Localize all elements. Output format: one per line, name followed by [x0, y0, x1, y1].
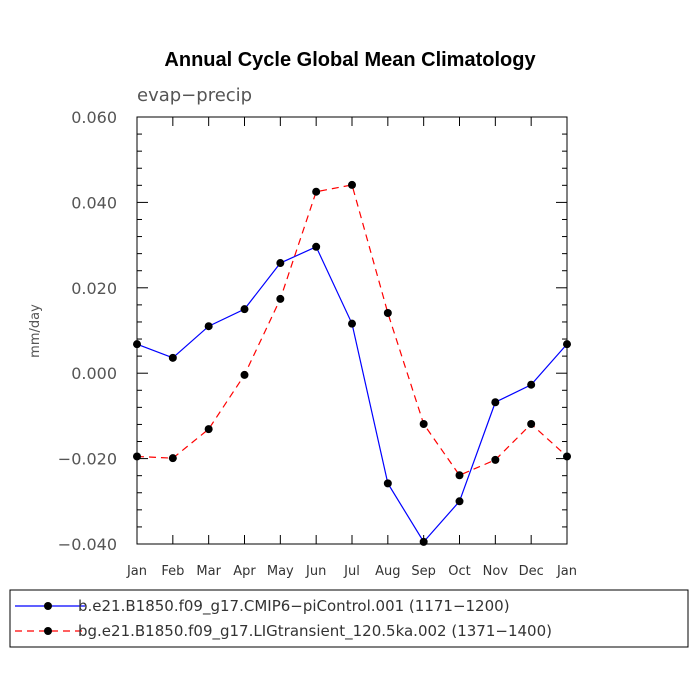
- series-2-point: [204, 425, 213, 434]
- series-1-point: [455, 497, 464, 506]
- x-tick-label: May: [267, 564, 294, 579]
- x-tick-label: Sep: [411, 564, 436, 579]
- x-tick-label: Dec: [519, 564, 544, 579]
- x-tick-label: Jun: [305, 564, 326, 579]
- legend-box: [9, 589, 689, 648]
- series-2-point: [312, 187, 321, 196]
- series-1-point: [133, 340, 141, 349]
- series-line-1: [136, 246, 568, 543]
- x-tick-label: Feb: [161, 564, 184, 579]
- x-tick-label: Apr: [233, 564, 256, 579]
- series-2-point: [276, 294, 285, 303]
- y-tick-label: 0.020: [71, 279, 117, 298]
- series-2-point: [348, 180, 356, 189]
- series-2-point: [491, 455, 500, 464]
- series-2-point: [168, 454, 177, 463]
- chart-title: Annual Cycle Global Mean Climatology: [164, 49, 536, 71]
- series-1-point: [204, 322, 213, 331]
- legend: b.e21.B1850.f09_g17.CMIP6−piControl.001 …: [15, 597, 552, 641]
- series-1-point: [491, 398, 500, 407]
- series-2-point: [455, 471, 464, 480]
- x-tick-label: Jan: [556, 564, 577, 579]
- legend-label-1: b.e21.B1850.f09_g17.CMIP6−piControl.001 …: [78, 597, 510, 616]
- x-tick-label: Nov: [483, 564, 509, 579]
- series-1-point: [563, 340, 571, 349]
- y-tick-label: 0.060: [71, 108, 117, 127]
- series-2-point: [563, 452, 571, 461]
- series-2-point: [133, 452, 141, 461]
- legend-marker-2: [44, 627, 52, 635]
- series-1-point: [383, 479, 392, 488]
- series-2-point: [527, 420, 536, 429]
- legend-label-2: bg.e21.B1850.f09_g17.LIGtransient_120.5k…: [78, 622, 552, 641]
- series-1-point: [276, 259, 285, 268]
- y-tick-label: 0.040: [71, 193, 117, 212]
- series-2-point: [419, 420, 428, 429]
- series-1-point: [348, 319, 356, 328]
- series-2-point: [240, 370, 249, 379]
- x-tick-label: Jan: [126, 564, 147, 579]
- legend-marker-1: [44, 602, 52, 610]
- series-1-point: [312, 242, 321, 251]
- y-tick-label: 0.000: [71, 364, 117, 383]
- series-2-point: [383, 308, 392, 317]
- series-line-2: [136, 184, 568, 476]
- chart-subtitle: evap−precip: [137, 85, 252, 106]
- series-1-point: [168, 353, 177, 362]
- series-1-point: [240, 305, 249, 314]
- series-1-point: [527, 380, 536, 389]
- series-1-point: [419, 537, 428, 546]
- y-tick-label: −0.020: [58, 450, 117, 469]
- y-axis-label: mm/day: [28, 304, 43, 358]
- x-tick-label: Jul: [343, 564, 360, 579]
- x-tick-label: Oct: [448, 564, 470, 579]
- ticks-layer: Jan Feb Mar Apr May Jun Jul Aug Sep Oct Nov Dec Jan−…: [58, 108, 577, 579]
- y-tick-label: −0.040: [58, 535, 117, 554]
- x-tick-label: Aug: [375, 564, 400, 579]
- series-layer: [133, 180, 571, 546]
- x-tick-label: Mar: [196, 564, 221, 579]
